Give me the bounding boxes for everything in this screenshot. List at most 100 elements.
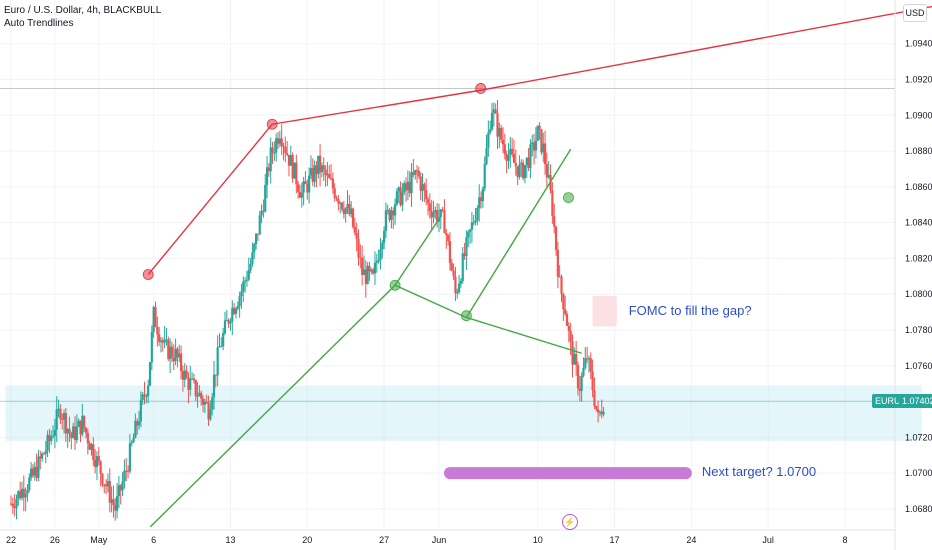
candle-body <box>79 420 82 435</box>
candle-body <box>342 209 345 215</box>
y-tick-label: 1.06800 <box>905 504 932 514</box>
candle-body <box>500 128 503 140</box>
pivot-high-marker <box>266 118 278 130</box>
candle-body <box>229 321 232 324</box>
candle-body <box>33 466 36 476</box>
candle-body <box>247 270 250 280</box>
candle-body <box>103 484 106 486</box>
candle-body <box>520 162 523 165</box>
candle-body <box>114 505 117 511</box>
candle-body <box>361 258 364 275</box>
candle-body <box>273 152 276 154</box>
candle-body <box>317 155 320 174</box>
candle-body <box>123 470 126 482</box>
candle-body <box>569 330 572 342</box>
annotation-fomc[interactable]: FOMC to fill the gap? <box>628 303 752 319</box>
candle-body <box>322 165 325 170</box>
candle-body <box>489 129 492 133</box>
candle-body <box>254 233 258 244</box>
candle-body <box>575 353 578 365</box>
candle-body <box>287 154 291 166</box>
support-trendline <box>465 148 572 318</box>
candle-body <box>106 481 110 487</box>
candle-body <box>39 456 42 459</box>
candle-body <box>265 167 269 185</box>
candle-body <box>318 155 322 173</box>
candle-body <box>72 426 75 438</box>
candle-body <box>295 162 298 185</box>
candle-body <box>553 216 556 227</box>
candle-body <box>227 320 230 324</box>
candle-body <box>44 450 47 454</box>
y-tick-label: 1.09200 <box>905 75 932 85</box>
candle-body <box>514 162 517 167</box>
candle-body <box>576 364 580 389</box>
candle-body <box>298 191 302 198</box>
candle-body <box>214 374 217 376</box>
candle-body <box>441 209 444 211</box>
lightning-icon[interactable]: ⚡ <box>562 514 578 530</box>
candle-body <box>244 280 247 282</box>
candle-body <box>329 178 333 180</box>
y-tick-label: 1.08000 <box>905 289 932 299</box>
candle-body <box>571 341 574 365</box>
candle-body <box>165 339 168 341</box>
candle-body <box>46 435 49 451</box>
annotation-target[interactable]: Next target? 1.0700 <box>701 464 817 480</box>
currency-button[interactable]: USD <box>903 4 927 22</box>
candle-body <box>565 314 569 327</box>
candle-body <box>452 270 455 277</box>
legend-indicator[interactable]: Auto Trendlines <box>4 18 74 29</box>
candle-body <box>84 427 88 433</box>
candle-body <box>61 418 64 420</box>
candle-body <box>99 461 102 474</box>
candle-body <box>516 166 519 177</box>
candle-body <box>536 125 539 141</box>
support-zone <box>5 385 922 441</box>
candle-body <box>156 326 159 335</box>
candle-body <box>432 212 435 218</box>
candle-body <box>326 173 329 176</box>
candle-body <box>145 396 148 398</box>
candle-body <box>59 408 62 419</box>
candle-body <box>445 233 448 236</box>
x-tick-label: 8 <box>842 535 847 545</box>
candle-body <box>426 199 430 204</box>
candle-body <box>108 481 111 503</box>
candle-body <box>531 142 534 145</box>
candle-body <box>126 470 130 472</box>
candle-body <box>238 296 241 307</box>
candle-body <box>139 399 142 422</box>
candle-body <box>92 444 95 461</box>
pivot-low-marker <box>461 310 472 322</box>
candle-body <box>414 170 417 175</box>
candle-body <box>9 503 13 505</box>
candle-body <box>397 187 400 192</box>
candle-body <box>194 380 197 397</box>
candle-body <box>179 353 183 372</box>
candle-body <box>320 165 324 173</box>
candle-body <box>40 453 44 459</box>
x-tick-label: 20 <box>302 535 312 545</box>
candle-body <box>598 411 602 413</box>
candle-body <box>220 345 223 347</box>
candle-body <box>211 397 214 410</box>
y-tick-label: 1.08200 <box>905 253 932 263</box>
candle-body <box>119 485 122 491</box>
candle-body <box>337 198 340 204</box>
candle-body <box>50 436 53 441</box>
candle-body <box>399 187 402 206</box>
candle-body <box>64 413 67 434</box>
candle-body <box>401 192 404 206</box>
candle-body <box>308 175 311 193</box>
y-tick-label: 1.09000 <box>905 110 932 120</box>
x-tick-label: 26 <box>50 535 60 545</box>
candle-body <box>492 109 495 113</box>
candle-body <box>419 176 422 192</box>
candle-body <box>174 348 177 362</box>
legend-symbol[interactable]: Euro / U.S. Dollar, 4h, BLACKBULL <box>4 5 162 16</box>
candle-body <box>152 307 155 332</box>
candle-body <box>212 374 216 398</box>
